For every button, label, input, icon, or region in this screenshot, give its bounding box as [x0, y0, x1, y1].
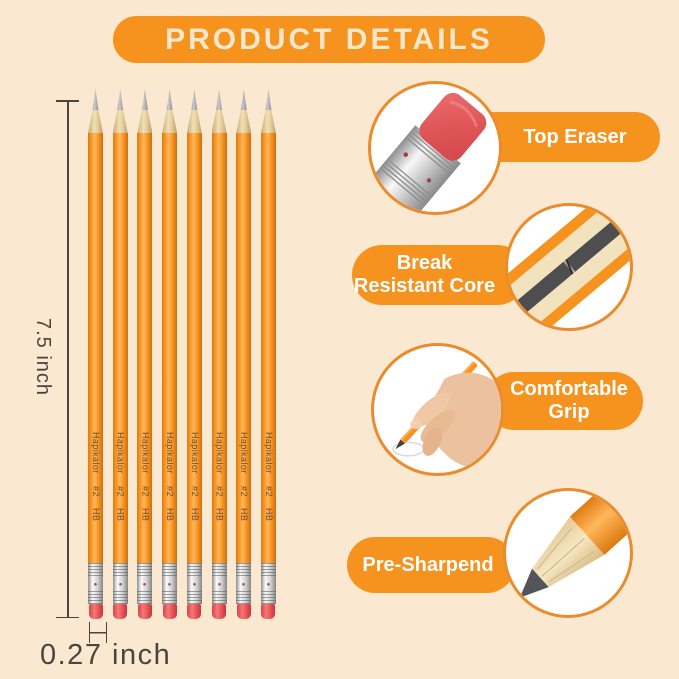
pencil-body — [162, 133, 178, 563]
pencil: Hapikalor #2 HB — [88, 89, 103, 619]
pencil-body — [236, 133, 252, 563]
pencil-wood-cone — [88, 110, 103, 133]
pencil-hardness-imprint: HB — [239, 508, 250, 522]
sharpened-tip-icon — [519, 491, 630, 598]
pencil-group: Hapikalor #2 HB Hapikalor #2 HB Hapikalo… — [88, 89, 276, 619]
pencil-body — [211, 133, 227, 563]
pencil-body — [137, 133, 153, 563]
pencil-lead-tip — [141, 89, 148, 110]
pencil-brand-imprint: Hapikalor — [263, 432, 274, 474]
pencil-wood-cone — [112, 110, 128, 133]
pencil-grade-imprint: #2 — [115, 485, 126, 497]
pencil-imprint: Hapikalor #2 HB — [162, 432, 177, 522]
width-measure-label: 0.27 inch — [40, 639, 172, 671]
pencil-ferrule — [236, 563, 252, 604]
pencil: Hapikalor #2 HB — [186, 89, 202, 619]
pencil-brand-imprint: Hapikalor — [140, 432, 151, 474]
pencil-eraser — [137, 604, 152, 619]
pencil-hardness-imprint: HB — [140, 508, 151, 522]
pencil-wood-cone — [162, 110, 178, 133]
pencil-imprint: Hapikalor #2 HB — [137, 432, 152, 522]
pencil-hardness-imprint: HB — [263, 508, 274, 522]
pencil-hardness-imprint: HB — [91, 508, 101, 522]
feature-label-break-resistant-core: Break Resistant Core — [352, 245, 527, 305]
top-eraser-photo — [368, 81, 502, 215]
pencil-hardness-imprint: HB — [214, 508, 225, 522]
pencil-grade-imprint: #2 — [239, 485, 250, 497]
pencil-eraser — [236, 604, 251, 619]
pencil-wood-cone — [236, 110, 252, 133]
hand-writing-icon — [392, 361, 501, 469]
pencil-eraser — [187, 604, 202, 619]
break-resistant-core-photo — [505, 203, 633, 331]
pencil-ferrule — [112, 563, 128, 604]
pencil-grade-imprint: #2 — [214, 485, 225, 497]
pencil-lead-tip — [240, 89, 247, 110]
pencil-body — [186, 133, 202, 563]
pencil-grade-imprint: #2 — [91, 485, 101, 497]
pencil-brand-imprint: Hapikalor — [214, 432, 225, 474]
pencil-ferrule — [260, 563, 276, 604]
pencil-body — [112, 133, 128, 563]
pencil-lead-tip — [265, 89, 272, 110]
pencil-ferrule — [186, 563, 202, 604]
width-measure-bracket — [89, 622, 107, 643]
pencil-grade-imprint: #2 — [263, 485, 274, 497]
pencil-body — [88, 133, 103, 563]
pencil-lead-tip — [166, 89, 173, 110]
comfortable-grip-photo — [371, 343, 504, 476]
pencil-imprint: Hapikalor #2 HB — [236, 432, 251, 522]
pencil-eraser — [212, 604, 227, 619]
pencil-grade-imprint: #2 — [140, 485, 151, 497]
pencil-lead-tip — [92, 89, 99, 110]
pencil-lead-tip — [191, 89, 198, 110]
pencil-hardness-imprint: HB — [115, 508, 126, 522]
pencil-imprint: Hapikalor #2 HB — [113, 432, 128, 522]
pencil-brand-imprint: Hapikalor — [189, 432, 200, 474]
pencil-hardness-imprint: HB — [189, 508, 200, 522]
pencil: Hapikalor #2 HB — [211, 89, 227, 619]
pencil-wood-cone — [211, 110, 227, 133]
pencil-lead-tip — [216, 89, 223, 110]
eraser-icon — [371, 92, 487, 212]
pencil-wood-cone — [260, 110, 276, 133]
pencil-brand-imprint: Hapikalor — [115, 432, 126, 474]
pencil-imprint: Hapikalor #2 HB — [212, 432, 227, 522]
pencil: Hapikalor #2 HB — [162, 89, 178, 619]
feature-label-comfortable-grip: Comfortable Grip — [485, 372, 643, 430]
pencil-eraser — [88, 604, 103, 619]
pre-sharpend-photo — [503, 488, 633, 618]
pencil: Hapikalor #2 HB — [260, 89, 276, 619]
pencil-eraser — [162, 604, 177, 619]
pencil-grade-imprint: #2 — [189, 485, 200, 497]
pencil-ferrule — [88, 563, 103, 604]
pencil-ferrule — [162, 563, 178, 604]
banner: PRODUCT DETAILS — [113, 16, 545, 63]
length-measure-line — [58, 100, 76, 618]
pencil-hardness-imprint: HB — [165, 508, 176, 522]
pencil-imprint: Hapikalor #2 HB — [261, 432, 276, 522]
pencil-brand-imprint: Hapikalor — [239, 432, 250, 474]
pencil-brand-imprint: Hapikalor — [165, 432, 176, 474]
page-title: PRODUCT DETAILS — [165, 22, 493, 56]
pencil-core-icon — [508, 206, 630, 328]
feature-label-pre-sharpend: Pre-Sharpend — [347, 537, 515, 593]
pencil: Hapikalor #2 HB — [137, 89, 153, 619]
pencil-imprint: Hapikalor #2 HB — [88, 432, 103, 522]
pencil-lead-tip — [117, 89, 124, 110]
pencil-grade-imprint: #2 — [165, 485, 176, 497]
pencil-imprint: Hapikalor #2 HB — [187, 432, 202, 522]
pencil-ferrule — [137, 563, 153, 604]
pencil-ferrule — [211, 563, 227, 604]
pencil-wood-cone — [137, 110, 153, 133]
pencil-eraser — [113, 604, 128, 619]
pencil-eraser — [261, 604, 276, 619]
pencil-body — [260, 133, 276, 563]
pencil-wood-cone — [186, 110, 202, 133]
length-measure-label: 7.5 inch — [32, 318, 54, 397]
pencil: Hapikalor #2 HB — [236, 89, 252, 619]
pencil-brand-imprint: Hapikalor — [91, 432, 101, 474]
pencil: Hapikalor #2 HB — [112, 89, 128, 619]
